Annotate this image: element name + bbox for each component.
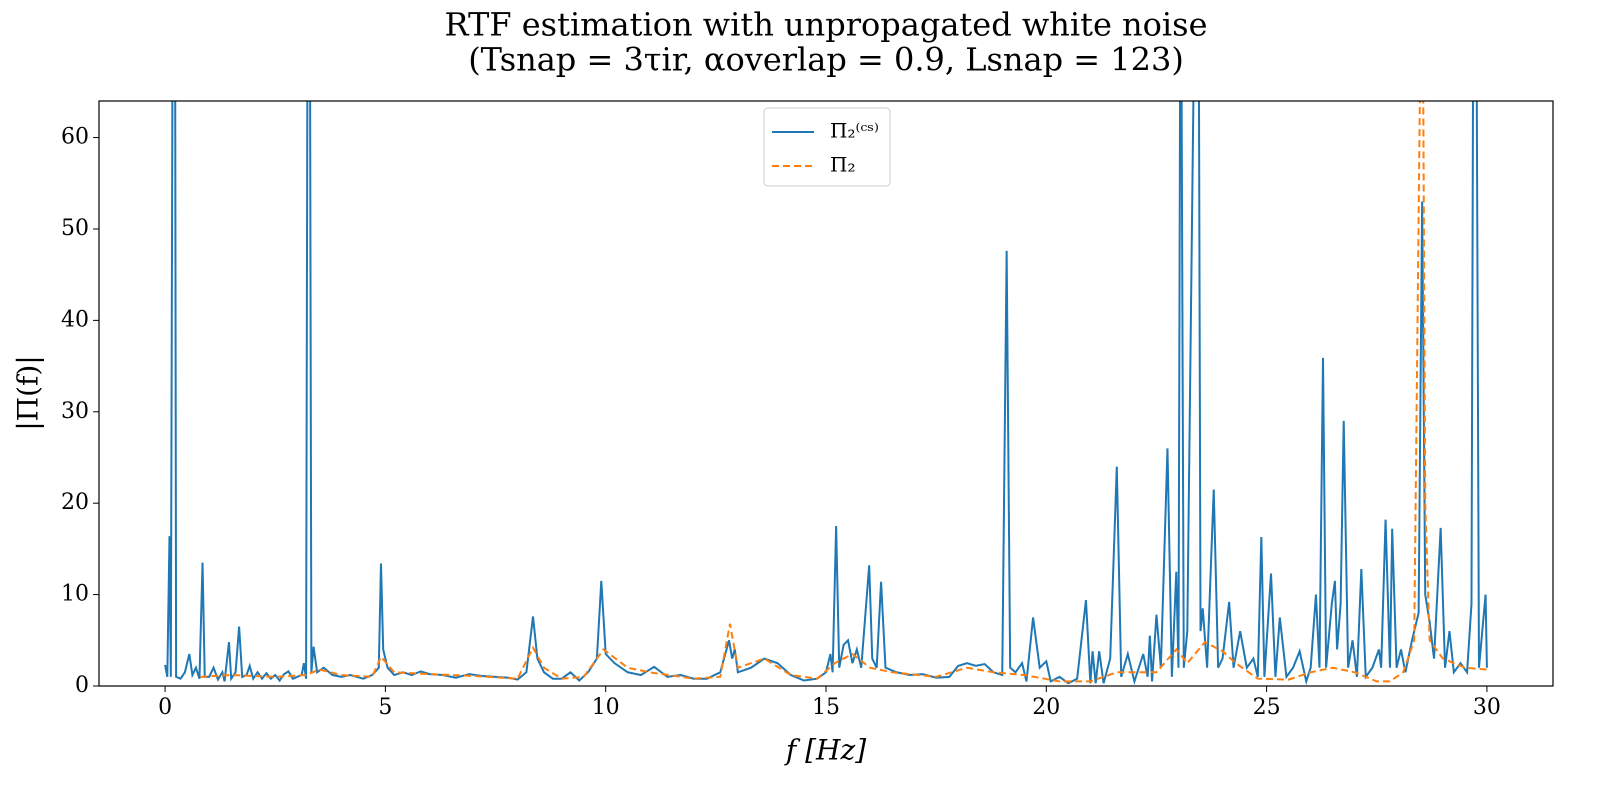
x-tick-label: 25 <box>1253 695 1281 720</box>
plot-area <box>164 101 1488 686</box>
x-tick-label: 10 <box>592 695 620 720</box>
y-tick-label: 60 <box>61 125 89 150</box>
y-tick-label: 20 <box>61 490 89 515</box>
y-tick-label: 40 <box>61 307 89 332</box>
x-tick-label: 0 <box>158 695 172 720</box>
y-axis-label: |Π(f)| <box>12 355 45 431</box>
data-line <box>164 101 1488 686</box>
data-line <box>200 101 1487 683</box>
legend-label: Π₂ <box>830 153 855 177</box>
x-tick-label: 30 <box>1473 695 1501 720</box>
y-tick-label: 30 <box>61 399 89 424</box>
chart-subtitle: (Tsnap = 3τir, αoverlap = 0.9, Lsnap = 1… <box>468 41 1184 79</box>
x-tick-label: 5 <box>378 695 392 720</box>
legend-label: Π₂⁽ᶜˢ⁾ <box>830 119 879 143</box>
y-tick-label: 0 <box>75 673 89 698</box>
x-tick-label: 15 <box>812 695 840 720</box>
x-axis-label: f [Hz] <box>784 734 866 767</box>
chart-title: RTF estimation with unpropagated white n… <box>444 6 1207 44</box>
x-tick-label: 20 <box>1032 695 1060 720</box>
y-tick-label: 50 <box>61 216 89 241</box>
y-tick-label: 10 <box>61 582 89 607</box>
